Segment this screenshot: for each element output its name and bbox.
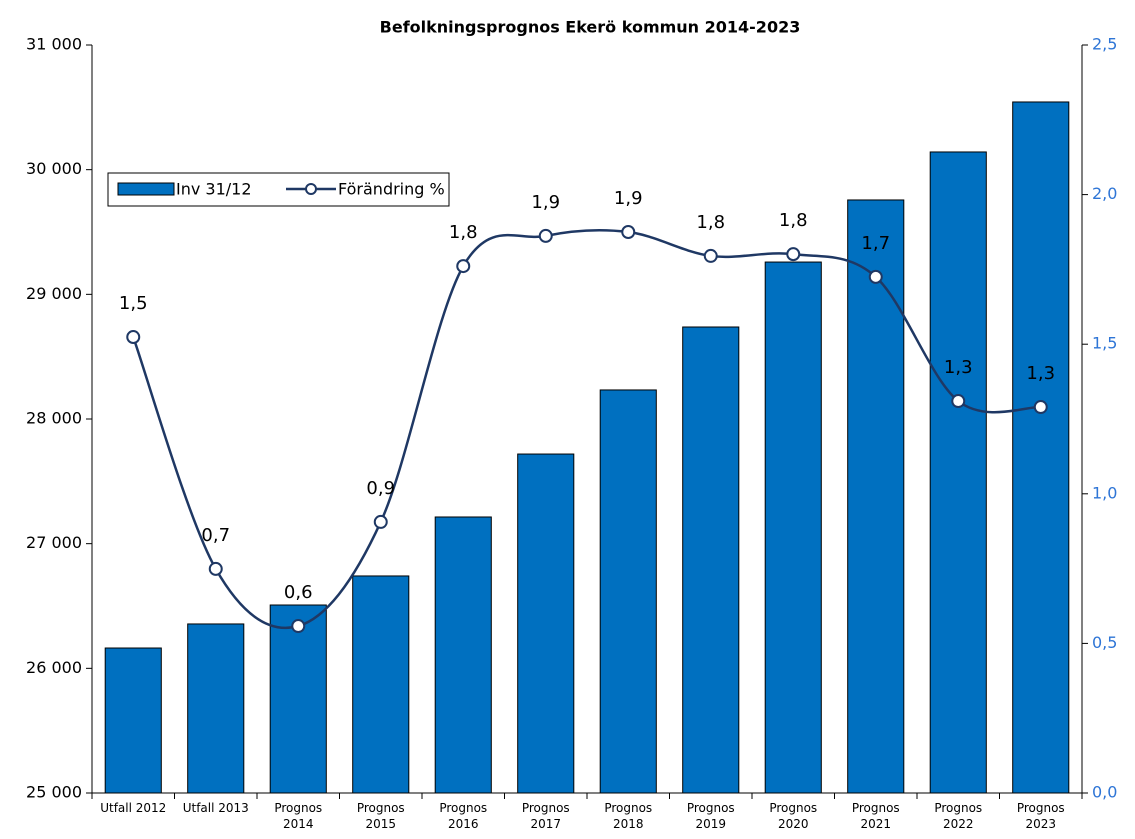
data-label: 0,6 (284, 582, 313, 603)
y-tick-label: 25 000 (26, 783, 82, 802)
y2-tick-label: 0,5 (1092, 633, 1117, 652)
data-label: 0,9 (366, 478, 395, 499)
x-tick-label: Prognos 2020 (769, 801, 818, 831)
data-label: 1,8 (696, 212, 725, 233)
y-tick-label: 27 000 (26, 533, 82, 552)
y2-tick-label: 0,0 (1092, 783, 1117, 802)
marker (786, 247, 801, 262)
y-tick-label: 28 000 (26, 409, 82, 428)
x-tick-label: Prognos 2019 (686, 801, 735, 831)
bar (764, 261, 822, 794)
legend-label: Förändring % (338, 180, 445, 199)
legend-label: Inv 31/12 (176, 180, 252, 199)
x-tick-label: Prognos 2017 (521, 801, 570, 831)
y2-tick-label: 1,0 (1092, 483, 1117, 502)
x-tick-label: Prognos 2023 (1016, 801, 1065, 831)
data-label: 1,8 (779, 210, 808, 231)
bar (434, 516, 492, 794)
y-tick-label: 29 000 (26, 284, 82, 303)
y2-tick-label: 2,0 (1092, 184, 1117, 203)
bar (682, 326, 740, 794)
y2-tick-label: 2,5 (1092, 35, 1117, 54)
marker (1033, 400, 1048, 415)
data-label: 1,5 (119, 293, 148, 314)
marker (868, 269, 883, 284)
bar (599, 389, 657, 794)
x-tick-label: Prognos 2015 (356, 801, 405, 831)
data-label: 1,9 (614, 188, 643, 209)
bar (187, 623, 245, 794)
y2-tick-label: 1,5 (1092, 334, 1117, 353)
chart-title: Befolkningsprognos Ekerö kommun 2014-202… (380, 18, 801, 37)
x-tick-label: Prognos 2022 (934, 801, 983, 831)
y-tick-label: 31 000 (26, 35, 82, 54)
y-tick-label: 30 000 (26, 159, 82, 178)
x-tick-label: Utfall 2012 (100, 801, 167, 815)
data-label: 1,3 (1026, 363, 1055, 384)
marker (703, 248, 718, 263)
marker (126, 330, 141, 345)
x-tick-label: Prognos 2016 (439, 801, 488, 831)
marker (373, 514, 388, 529)
line (132, 229, 1041, 630)
bar (929, 151, 987, 794)
marker (538, 228, 553, 243)
x-tick-label: Prognos 2014 (274, 801, 323, 831)
data-label: 0,7 (201, 525, 230, 546)
bar (352, 575, 410, 794)
bar (1012, 101, 1070, 794)
legend-marker (305, 183, 317, 195)
marker (951, 394, 966, 409)
data-label: 1,8 (449, 222, 478, 243)
data-label: 1,3 (944, 357, 973, 378)
marker (291, 619, 306, 634)
bar (847, 199, 905, 794)
x-tick-label: Prognos 2018 (604, 801, 653, 831)
bar (269, 604, 327, 794)
data-label: 1,9 (531, 192, 560, 213)
bar (104, 647, 162, 794)
marker (456, 259, 471, 274)
y-tick-label: 26 000 (26, 658, 82, 677)
marker (208, 561, 223, 576)
data-label: 1,7 (861, 233, 890, 254)
legend-swatch (117, 182, 175, 196)
x-tick-label: Utfall 2013 (182, 801, 249, 815)
bar (517, 453, 575, 794)
x-tick-label: Prognos 2021 (851, 801, 900, 831)
marker (621, 225, 636, 239)
